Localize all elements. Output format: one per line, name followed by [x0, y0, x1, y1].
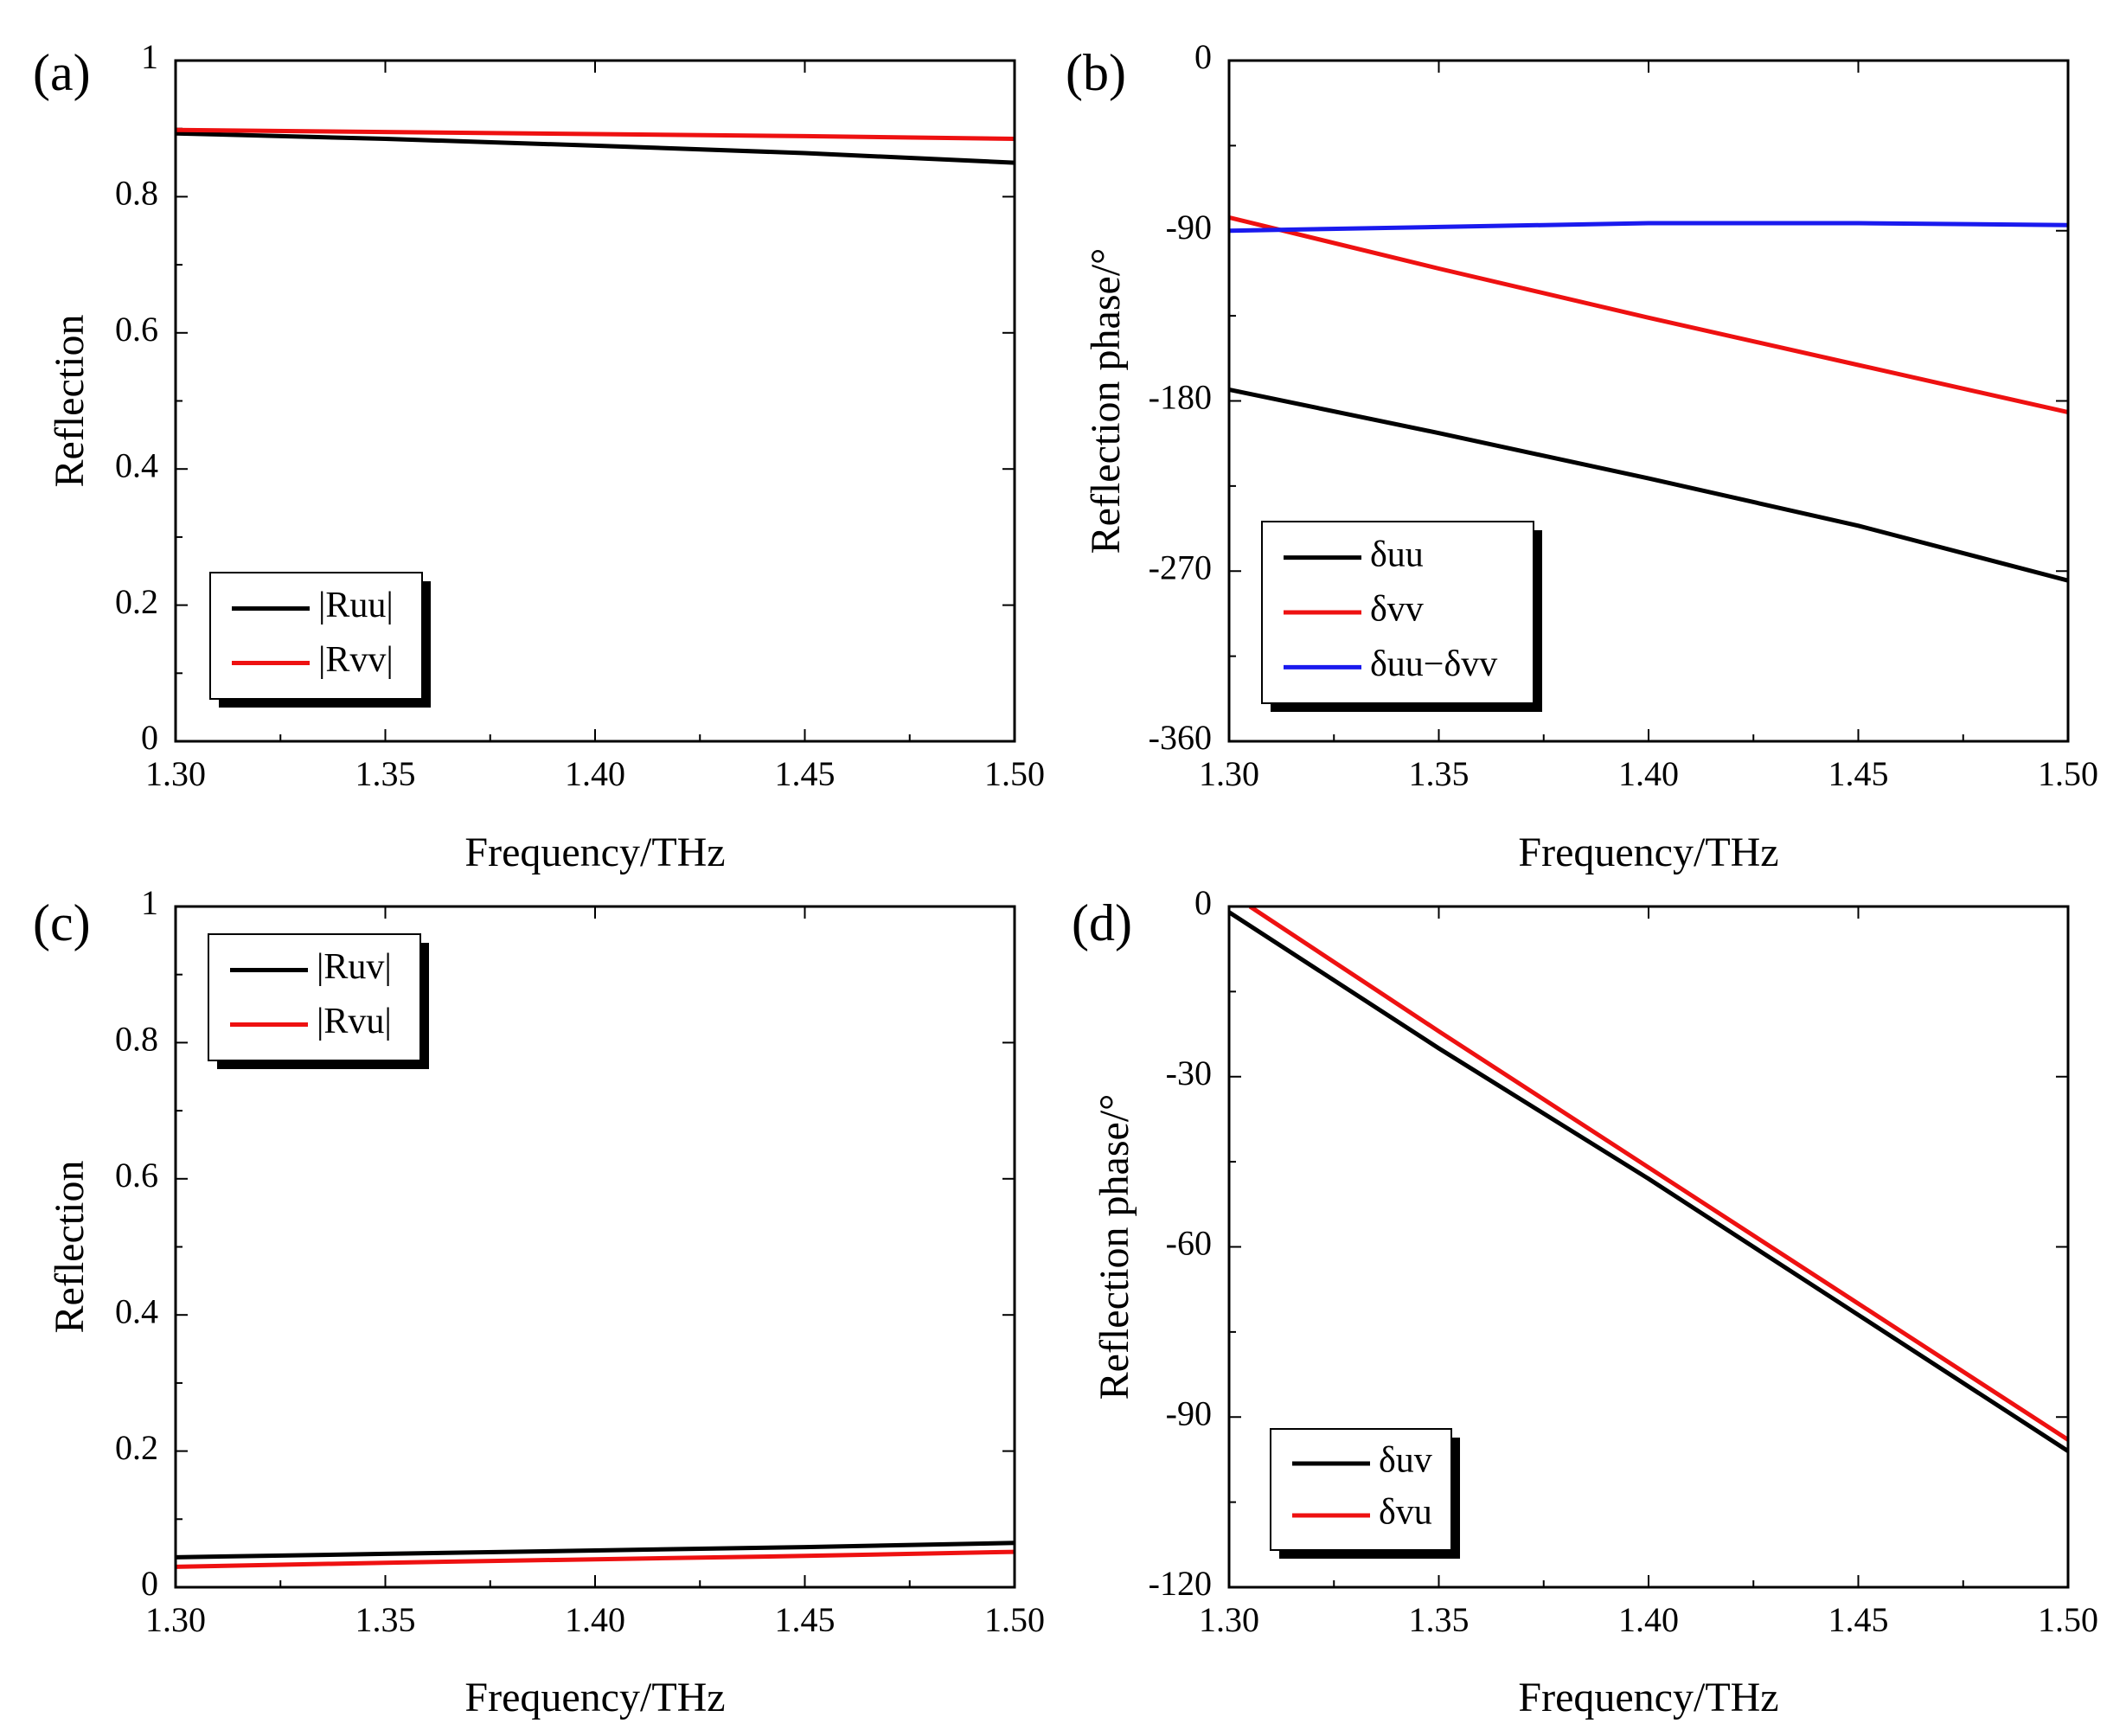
x-tick-label: 1.30 — [145, 1600, 206, 1639]
y-tick-label: 0.8 — [115, 1020, 158, 1059]
plot-frame — [1227, 59, 2070, 743]
x-tick-label: 1.45 — [1828, 754, 1889, 793]
x-tick-label: 1.35 — [355, 754, 416, 793]
x-tick-label: 1.45 — [1828, 1600, 1889, 1639]
series-line-ruv — [176, 1541, 1015, 1560]
panel-label: (b) — [1066, 44, 1126, 101]
y-tick-label: 0 — [1194, 883, 1212, 922]
y-tick-label: 1 — [141, 883, 158, 922]
y-tick-label: 1 — [141, 37, 158, 76]
y-axis-label: Reflection phase/° — [1092, 1094, 1137, 1400]
legend-label: δuu — [1370, 535, 1424, 574]
legend-box — [209, 572, 423, 700]
y-tick-label: 0.6 — [115, 310, 158, 349]
series-line-rvv — [176, 127, 1015, 141]
x-tick-label: 1.30 — [145, 754, 206, 793]
x-axis-label: Frequency/THz — [1518, 1675, 1778, 1720]
x-tick-label: 1.50 — [984, 1600, 1045, 1639]
legend-label: δvu — [1379, 1493, 1432, 1533]
legend: |Ruu| |Rvv| — [209, 572, 431, 708]
y-tick-label: 0 — [141, 718, 158, 757]
x-axis-label: Frequency/THz — [464, 1675, 725, 1720]
legend: δuu δvv δuu−δvv — [1261, 521, 1542, 712]
legend-label: δvv — [1370, 590, 1424, 630]
series-line-rvu — [176, 1549, 1015, 1569]
x-tick-label: 1.40 — [1618, 1600, 1679, 1639]
series-group — [1229, 906, 2068, 1453]
legend-box — [1270, 1428, 1452, 1551]
x-tick-label: 1.40 — [565, 754, 625, 793]
legend-label: |Ruv| — [317, 947, 392, 987]
y-tick-label: 0.2 — [115, 582, 158, 621]
y-axis-label: Reflection — [47, 1161, 93, 1334]
y-tick-label: -180 — [1149, 378, 1212, 417]
plot-frame — [174, 905, 1016, 1589]
x-tick-label: 1.35 — [1409, 754, 1470, 793]
chart-panel-d: (d) 1.30 1.35 1.40 1.45 1.50 -120 -90 -60 -30 0 Fre… — [1072, 883, 2098, 1720]
legend-label: |Ruu| — [318, 586, 394, 625]
x-axis-label: Frequency/THz — [1518, 830, 1778, 875]
series-line-ruu — [176, 131, 1015, 165]
x-tick-label: 1.50 — [2038, 754, 2098, 793]
plot-frame — [174, 59, 1016, 743]
x-tick-label: 1.45 — [775, 1600, 836, 1639]
y-tick-label: 0.4 — [115, 445, 158, 484]
x-tick-label: 1.30 — [1199, 754, 1259, 793]
legend-box — [208, 933, 421, 1061]
legend: |Ruv| |Rvu| — [208, 933, 429, 1069]
panel-label: (a) — [33, 44, 91, 101]
chart-panel-b: (b) 1.30 1.35 1.40 1.45 1.50 -360 -270 -180 -90 0 F… — [1066, 37, 2098, 875]
x-tick-label: 1.35 — [355, 1600, 416, 1639]
y-axis-label: Reflection phase/° — [1083, 248, 1129, 554]
legend-label: δuu−δvv — [1370, 644, 1497, 684]
x-tick-label: 1.40 — [565, 1600, 625, 1639]
y-tick-label: -90 — [1166, 1393, 1212, 1432]
series-line-vv — [1229, 215, 2068, 415]
y-tick-label: 0 — [1194, 37, 1212, 76]
y-tick-label: -360 — [1149, 718, 1212, 757]
x-tick-label: 1.40 — [1618, 754, 1679, 793]
x-tick-label: 1.50 — [2038, 1600, 2098, 1639]
series-group — [1229, 215, 2068, 583]
series-line-vu — [1248, 906, 2068, 1442]
series-line-uv — [1229, 910, 2068, 1453]
legend: δuv δvu — [1270, 1428, 1460, 1559]
x-tick-label: 1.30 — [1199, 1600, 1259, 1639]
y-tick-label: 0.6 — [115, 1156, 158, 1195]
series-line-uuvv — [1229, 221, 2068, 234]
y-tick-label: -30 — [1166, 1054, 1212, 1092]
legend-label: |Rvu| — [317, 1002, 392, 1041]
x-axis-label: Frequency/THz — [464, 830, 725, 875]
panel-label: (c) — [33, 894, 91, 951]
series-line-uu — [1229, 387, 2068, 583]
y-tick-label: -90 — [1166, 208, 1212, 247]
plot-frame — [1227, 905, 2070, 1589]
series-group — [176, 127, 1015, 165]
y-tick-label: 0.8 — [115, 174, 158, 213]
chart-panel-c: (c) 1.30 1.35 1.40 1.45 1.50 0 0.2 0.4 0.6 0.8 1 Fre… — [33, 883, 1045, 1720]
y-tick-label: 0 — [141, 1564, 158, 1603]
y-tick-label: -120 — [1149, 1564, 1212, 1603]
series-group — [176, 1541, 1015, 1569]
y-tick-label: 0.2 — [115, 1428, 158, 1467]
chart-panel-a: (a) 1.30 1.35 1.40 1.45 1.50 0 0.2 0.4 0.6 0.8 1 Fre… — [33, 37, 1045, 875]
x-tick-label: 1.35 — [1409, 1600, 1470, 1639]
panel-label: (d) — [1072, 894, 1132, 951]
y-axis-label: Reflection — [47, 315, 93, 488]
legend-label: |Rvv| — [318, 640, 394, 680]
legend-label: δuv — [1379, 1441, 1432, 1481]
y-tick-label: -60 — [1166, 1224, 1212, 1263]
x-tick-label: 1.45 — [775, 754, 836, 793]
x-tick-label: 1.50 — [984, 754, 1045, 793]
y-tick-label: 0.4 — [115, 1291, 158, 1330]
y-tick-label: -270 — [1149, 548, 1212, 586]
